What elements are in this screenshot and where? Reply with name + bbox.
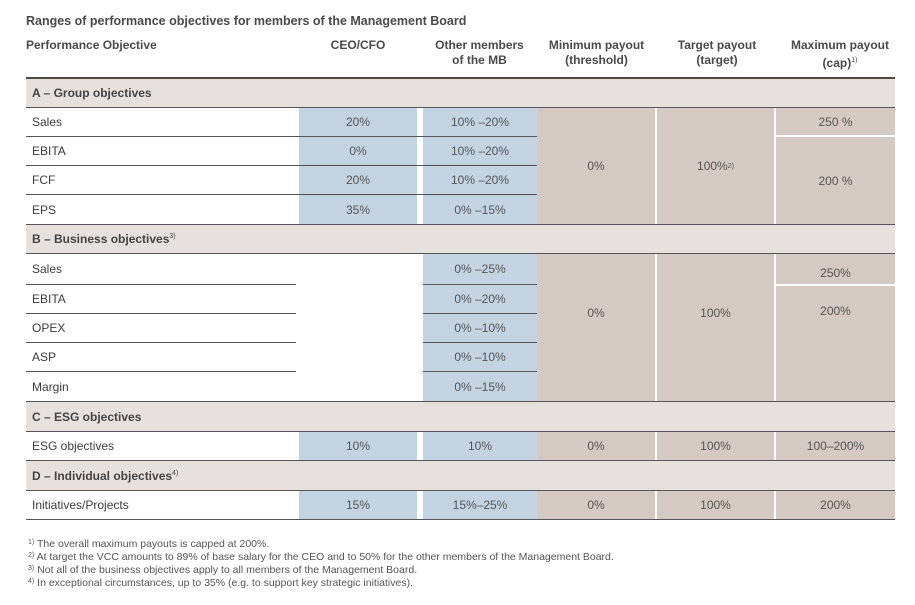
header-other-members-line2: of the MB bbox=[452, 53, 507, 67]
group-row-other: 10% –20% bbox=[450, 173, 510, 187]
esg-row-label: ESG objectives bbox=[32, 439, 115, 453]
footnote: 2) At target the VCC amounts to 89% of b… bbox=[28, 551, 614, 563]
business-row-label: ASP bbox=[32, 350, 57, 364]
group-max-payout-rest: 200 % bbox=[818, 173, 853, 188]
business-row-label: Margin bbox=[32, 379, 69, 394]
business-row-other: 0% –15% bbox=[454, 379, 506, 394]
business-row-label: EBITA bbox=[32, 292, 66, 306]
group-row-label: EPS bbox=[32, 202, 57, 217]
section-b-label: B – Business objectives3) bbox=[32, 232, 176, 246]
group-other-column bbox=[423, 108, 537, 224]
group-row-other: 10% –20% bbox=[450, 115, 510, 129]
header-other-members-line1: Other members bbox=[435, 38, 524, 52]
header-max-payout-line2: (cap)1) bbox=[822, 56, 858, 70]
section-d-label: D – Individual objectives4) bbox=[32, 468, 179, 483]
esg-row-max: 100–200% bbox=[806, 439, 865, 453]
esg-row-target: 100% bbox=[700, 439, 731, 453]
header-other-members: Other members of the MB bbox=[423, 38, 536, 68]
group-row-ceo: 35% bbox=[345, 202, 371, 217]
business-row-other: 0% –20% bbox=[454, 292, 506, 306]
group-ceo-column bbox=[299, 108, 417, 224]
header-objective: Performance Objective bbox=[26, 38, 157, 52]
individual-row-min: 0% bbox=[587, 498, 605, 512]
group-row-label: FCF bbox=[32, 173, 56, 187]
footnote: 1) The overall maximum payouts is capped… bbox=[28, 538, 270, 550]
table-title: Ranges of performance objectives for mem… bbox=[26, 14, 467, 28]
table-bottom-rule bbox=[26, 519, 895, 520]
header-target-payout-line1: Target payout bbox=[677, 38, 757, 52]
esg-row-min: 0% bbox=[587, 439, 605, 453]
business-min-payout: 0% bbox=[587, 305, 605, 320]
section-c-label: C – ESG objectives bbox=[32, 409, 142, 424]
business-max-payout-sales: 250% bbox=[820, 266, 851, 280]
group-row-other: 10% –20% bbox=[450, 144, 510, 158]
section-c-header: C – ESG objectives bbox=[26, 402, 895, 431]
header-rule bbox=[26, 77, 895, 79]
business-row-other: 0% –25% bbox=[454, 262, 506, 276]
group-max-payout-sales: 250 % bbox=[818, 114, 853, 129]
group-row-ceo: 20% bbox=[345, 115, 371, 129]
header-target-payout-line2: (target) bbox=[696, 53, 738, 67]
section-d-header: D – Individual objectives4) bbox=[26, 461, 895, 490]
group-row-ceo: 20% bbox=[345, 173, 371, 187]
business-target-payout: 100% bbox=[700, 305, 731, 320]
business-payout-block bbox=[537, 254, 895, 401]
header-min-payout-line2: (threshold) bbox=[565, 53, 628, 67]
header-max-payout: Maximum payout (cap)1) bbox=[776, 38, 904, 71]
group-payout-block bbox=[537, 108, 895, 224]
footnote: 3) Not all of the business objectives ap… bbox=[28, 564, 418, 576]
business-row-other: 0% –10% bbox=[454, 321, 506, 335]
individual-row-target: 100% bbox=[700, 498, 731, 512]
business-row-label: Sales bbox=[32, 262, 63, 276]
business-other-column bbox=[423, 254, 537, 401]
individual-row-label: Initiatives/Projects bbox=[32, 498, 129, 512]
group-row-ceo: 0% bbox=[349, 144, 367, 158]
esg-row-ceo: 10% bbox=[345, 439, 371, 453]
header-min-payout: Minimum payout (threshold) bbox=[537, 38, 656, 68]
header-ceo-cfo: CEO/CFO bbox=[330, 38, 386, 52]
business-row-other: 0% –10% bbox=[454, 350, 506, 364]
individual-row-other: 15%–25% bbox=[452, 498, 508, 512]
header-min-payout-line1: Minimum payout bbox=[548, 38, 645, 52]
group-row-other: 0% –15% bbox=[454, 202, 506, 217]
group-row-label: EBITA bbox=[32, 144, 66, 158]
individual-row-ceo: 15% bbox=[345, 498, 371, 512]
header-max-payout-line1: Maximum payout bbox=[790, 38, 889, 52]
section-a-rule bbox=[26, 107, 895, 108]
business-max-payout-rest: 200% bbox=[820, 304, 851, 318]
header-target-payout: Target payout (target) bbox=[658, 38, 776, 68]
business-row-label: OPEX bbox=[32, 321, 66, 335]
section-b-header: B – Business objectives3) bbox=[26, 225, 895, 253]
esg-row-other: 10% bbox=[467, 439, 493, 453]
group-target-payout: 100% 2) bbox=[697, 159, 734, 173]
group-row-label: Sales bbox=[32, 115, 63, 129]
individual-row-max: 200% bbox=[820, 498, 851, 512]
section-a-header: A – Group objectives bbox=[26, 79, 895, 107]
footnote: 4) In exceptional circumstances, up to 3… bbox=[28, 577, 414, 589]
group-min-payout: 0% bbox=[587, 159, 605, 173]
section-a-label: A – Group objectives bbox=[32, 86, 152, 100]
